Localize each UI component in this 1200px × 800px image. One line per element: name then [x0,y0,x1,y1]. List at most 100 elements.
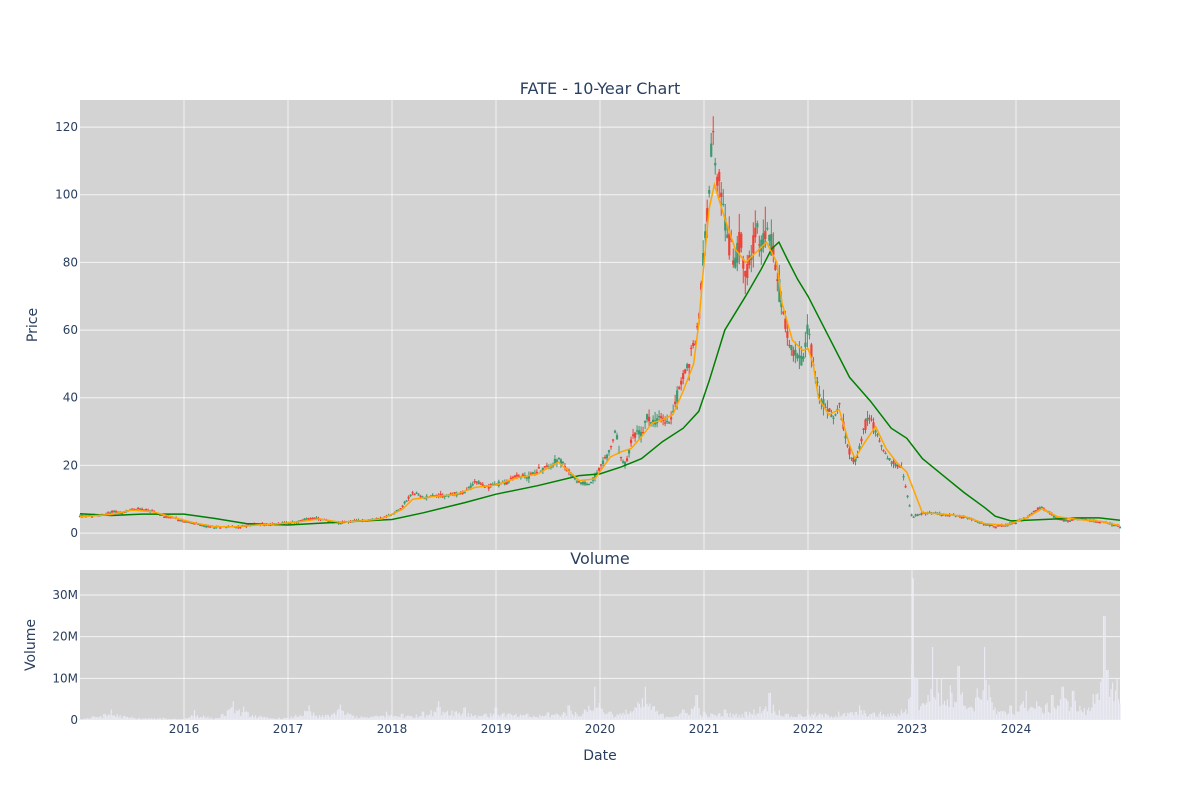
candle-body [407,496,410,499]
candle-body [531,472,534,475]
candle-body [201,525,204,527]
candle-body [918,513,921,516]
candle-body [593,474,597,478]
volume-bar [878,713,880,720]
candle-body [475,481,478,483]
price-tick-label: 0 [70,526,78,540]
volume-bar [348,714,350,720]
candle-body [177,519,180,522]
date-tick-label: 2016 [169,722,200,736]
volume-bar [1000,710,1002,720]
volume-bar [647,706,649,720]
candle-body [1062,519,1065,522]
volume-bar [373,716,376,720]
volume-bar [873,712,876,720]
volume-bar [713,714,715,720]
volume-bar [603,712,605,720]
volume-bar [931,647,934,720]
candle-body [850,457,853,459]
candle-body [780,300,783,308]
candle-body [686,364,689,369]
volume-bar [79,718,81,720]
volume-bar [1098,700,1100,720]
volume-bar [141,718,144,720]
candle-body [770,234,773,256]
candle-body [694,344,697,346]
volume-bar [702,711,705,720]
volume-bar [655,711,657,720]
date-axis-title: Date [583,748,616,764]
volume-bar [1080,710,1082,720]
candle-body [680,380,683,385]
volume-bar [260,716,263,720]
volume-bar [677,716,679,720]
volume-bar [443,713,446,720]
candle-body [710,143,713,157]
volume-bar [683,709,685,720]
volume-bar [278,717,280,720]
volume-bar [476,717,478,720]
candle-body [120,512,124,514]
volume-bar [189,716,191,720]
volume-bar [946,699,949,720]
candle-body [772,245,775,256]
candle-body [748,255,751,266]
candle-body [902,476,905,478]
volume-bar [609,711,611,720]
volume-bar [527,713,529,720]
candle-body [764,230,767,239]
candle-body [309,518,312,520]
volume-bar [750,713,752,720]
candle-body [810,344,813,358]
candle-body [639,431,643,437]
volume-bar [429,714,431,720]
candle-body [643,420,647,423]
volume-bar [940,678,943,720]
candle-body [409,494,412,496]
volume-bar [1037,706,1039,720]
volume-bar [408,715,410,720]
volume-bar [695,695,697,720]
volume-bar [742,717,745,720]
volume-bar [957,665,959,720]
volume-tick-label: 30M [52,588,78,602]
volume-bar [646,703,648,720]
volume-bar [545,715,547,720]
volume-bar [604,714,606,720]
candle-body [541,467,544,472]
candle-body [838,403,841,405]
volume-bar [314,715,316,720]
volume-bar [362,717,364,720]
candle-body [744,270,747,277]
volume-bar [937,692,940,720]
candle-body [575,481,579,483]
candle-body [866,417,869,421]
candle-body [1094,521,1098,523]
volume-bar [484,713,486,720]
volume-bar [914,677,916,720]
volume-bar [696,695,699,720]
volume-bar [336,710,338,720]
volume-bar [91,716,93,720]
candle-body [742,258,745,269]
volume-bar [225,716,227,720]
volume-bar [943,700,946,720]
candle-body [960,517,963,519]
candle-body [561,461,565,464]
volume-bar [190,715,193,720]
candle-body [601,460,605,464]
candle-body [912,516,915,518]
candle-body [179,520,182,522]
volume-bar [716,716,718,720]
volume-bar [98,717,100,720]
volume-bar [731,717,733,720]
candle-body [884,452,887,455]
volume-bar [371,716,373,720]
volume-bar [574,712,577,720]
volume-bar [610,711,612,720]
candle-body [892,461,895,464]
price-tick-label: 40 [63,391,78,405]
volume-bar [902,713,904,720]
volume-bar [244,711,246,720]
volume-bar [524,715,526,720]
